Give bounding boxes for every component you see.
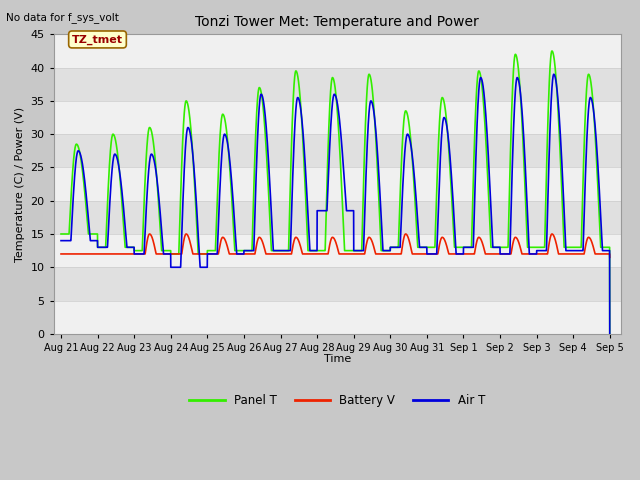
Legend: Panel T, Battery V, Air T: Panel T, Battery V, Air T (184, 389, 490, 412)
Bar (54, 201, 621, 234)
Text: TZ_tmet: TZ_tmet (72, 34, 123, 45)
Bar (54, 234, 621, 267)
Title: Tonzi Tower Met: Temperature and Power: Tonzi Tower Met: Temperature and Power (195, 15, 479, 29)
Bar (54, 101, 621, 134)
Bar (54, 35, 621, 68)
Text: No data for f_sys_volt: No data for f_sys_volt (6, 12, 119, 23)
Y-axis label: Temperature (C) / Power (V): Temperature (C) / Power (V) (15, 107, 25, 262)
Bar (54, 300, 621, 334)
Bar (54, 168, 621, 201)
X-axis label: Time: Time (324, 354, 351, 364)
Bar (54, 68, 621, 101)
Bar (54, 134, 621, 168)
Bar (54, 267, 621, 300)
